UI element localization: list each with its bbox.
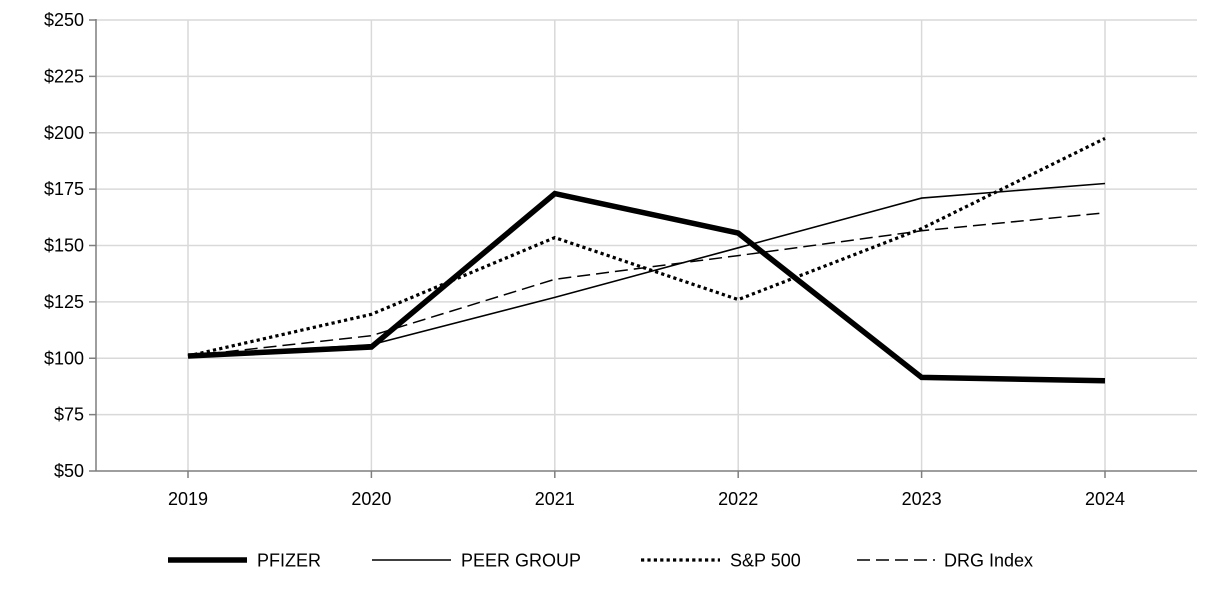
y-tick-label: $200 [44,123,84,143]
y-tick-label: $250 [44,10,84,30]
y-tick-label: $100 [44,348,84,368]
legend-label: S&P 500 [730,551,801,571]
legend: PFIZER PEER GROUP S&P 500 DRG Index [168,551,1033,571]
series-layer [187,136,1106,384]
legend-item-pfizer: PFIZER [168,551,321,571]
x-tick-label: 2024 [1085,489,1125,509]
legend-label: PEER GROUP [461,551,581,571]
grid-layer [96,19,1197,471]
legend-item-peer-group: PEER GROUP [372,551,581,571]
axis-layer: $50 $75 $100 $125 $150 $175 $200 $225 $250 2019 20… [44,10,1197,509]
series-line-peer-group [187,182,1106,357]
y-tick-label: $175 [44,179,84,199]
series-line-drg-index [187,212,1106,357]
x-tick-label: 2019 [168,489,208,509]
x-tick-label: 2020 [351,489,391,509]
series-line-s-p-500 [187,136,1106,358]
x-tick-label: 2022 [718,489,758,509]
y-tick-label: $150 [44,236,84,256]
x-tick-label: 2021 [535,489,575,509]
legend-item-s-p-500: S&P 500 [641,551,801,571]
legend-label: PFIZER [257,551,321,571]
y-tick-label: $225 [44,66,84,86]
series-line-pfizer [187,190,1106,384]
y-tick-label: $125 [44,292,84,312]
x-tick-label: 2023 [902,489,942,509]
legend-label: DRG Index [944,551,1033,571]
y-tick-label: $50 [54,461,84,481]
y-tick-label: $75 [54,405,84,425]
legend-item-drg-index: DRG Index [857,551,1033,571]
